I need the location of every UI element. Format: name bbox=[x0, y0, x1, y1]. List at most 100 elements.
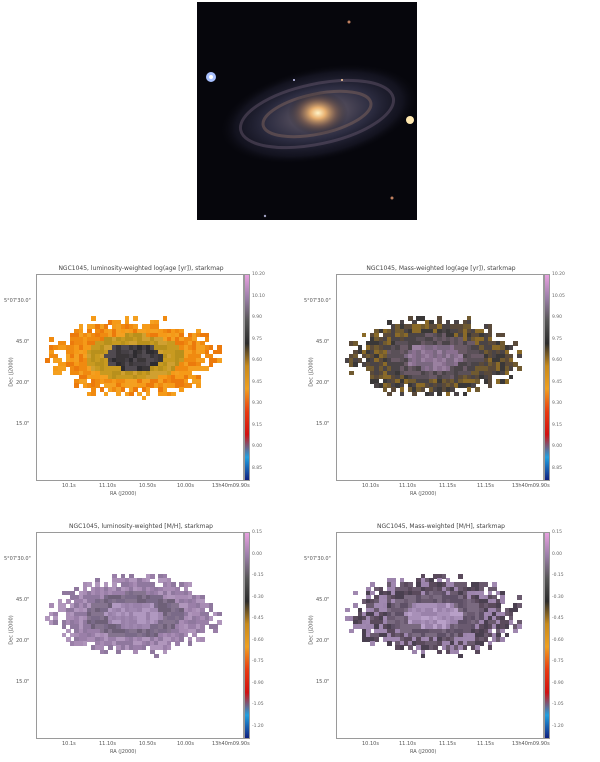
map-pixel bbox=[429, 383, 434, 388]
map-pixel bbox=[145, 337, 151, 342]
map-pixel bbox=[133, 370, 138, 376]
map-pixel bbox=[166, 595, 172, 600]
map-pixel bbox=[479, 637, 484, 642]
map-pixel bbox=[399, 358, 405, 363]
colorbar-tick: -0.90 bbox=[252, 680, 264, 686]
map-pixel bbox=[175, 637, 180, 642]
map-pixel bbox=[124, 641, 130, 646]
map-pixel bbox=[133, 582, 138, 587]
map-pixel bbox=[416, 324, 421, 329]
map-pixel bbox=[166, 582, 172, 587]
map-pixel bbox=[483, 345, 489, 350]
map-pixel bbox=[145, 637, 151, 642]
map-pixel bbox=[187, 582, 193, 587]
map-pixel bbox=[49, 337, 54, 342]
map-pixel bbox=[49, 620, 54, 625]
map-pixel bbox=[187, 362, 193, 367]
map-pixel bbox=[183, 632, 189, 638]
map-pixel bbox=[454, 603, 459, 608]
map-pixel bbox=[145, 332, 151, 338]
map-pixel bbox=[429, 616, 434, 621]
map-pixel bbox=[416, 620, 421, 625]
map-pixel bbox=[412, 387, 417, 392]
map-pixel bbox=[462, 320, 468, 325]
map-pixel bbox=[150, 370, 155, 376]
map-pixel bbox=[496, 603, 501, 608]
map-pixel bbox=[450, 649, 455, 655]
map-pixel bbox=[487, 353, 493, 359]
map-pixel bbox=[378, 345, 384, 350]
map-pixel bbox=[112, 370, 117, 376]
colorbar-tick: 9.15 bbox=[252, 422, 263, 428]
map-pixel bbox=[458, 607, 463, 613]
map-pixel bbox=[374, 603, 379, 608]
map-pixel bbox=[454, 624, 459, 629]
map-pixel bbox=[112, 366, 117, 371]
y-tick: 20.0" bbox=[16, 638, 30, 644]
map-pixel bbox=[441, 645, 447, 650]
map-pixel bbox=[120, 620, 126, 625]
map-pixel bbox=[458, 586, 463, 592]
map-pixel bbox=[162, 345, 168, 350]
map-pixel bbox=[95, 645, 100, 650]
map-pixel bbox=[91, 374, 96, 380]
map-pixel bbox=[450, 324, 455, 329]
map-pixel bbox=[399, 391, 405, 397]
map-pixel bbox=[391, 362, 396, 367]
map-pixel bbox=[433, 332, 438, 338]
map-pixel bbox=[382, 611, 388, 617]
map-pixel bbox=[466, 637, 472, 642]
colorbar-tick: -1.05 bbox=[552, 702, 564, 707]
map-pixel bbox=[382, 366, 388, 371]
map-pixel bbox=[441, 353, 447, 359]
map-panel-lw-age: NGC1045, luminosity-weighted log(age [yr… bbox=[0, 264, 300, 504]
map-pixel bbox=[399, 366, 405, 371]
map-pixel bbox=[141, 358, 147, 363]
map-pixel bbox=[95, 362, 100, 367]
map-pixel bbox=[462, 349, 468, 355]
map-pixel bbox=[116, 645, 121, 650]
map-pixel bbox=[53, 353, 58, 359]
map-pixel bbox=[150, 637, 155, 642]
map-pixel bbox=[192, 349, 197, 355]
map-pixel bbox=[374, 611, 379, 617]
map-pixel bbox=[103, 341, 109, 346]
map-pixel bbox=[429, 370, 434, 376]
map-pixel bbox=[154, 632, 159, 638]
map-pixel bbox=[479, 641, 484, 646]
map-pixel bbox=[179, 362, 184, 367]
map-pixel bbox=[175, 337, 180, 342]
map-pixel bbox=[99, 370, 105, 376]
map-pixel bbox=[133, 628, 138, 634]
map-pixel bbox=[154, 383, 159, 388]
map-pixel bbox=[462, 645, 468, 650]
map-pixel bbox=[78, 358, 84, 363]
map-pixel bbox=[483, 624, 489, 629]
map-pixel bbox=[124, 624, 130, 629]
map-pixel bbox=[171, 362, 176, 367]
map-pixel bbox=[158, 616, 163, 621]
map-pixel bbox=[408, 387, 413, 392]
map-pixel bbox=[441, 586, 447, 592]
map-pixel bbox=[187, 595, 193, 600]
map-pixel bbox=[95, 586, 100, 592]
map-pixel bbox=[179, 599, 184, 604]
map-pixel bbox=[504, 620, 510, 625]
map-pixel bbox=[112, 379, 117, 384]
map-pixel bbox=[133, 586, 138, 592]
map-pixel bbox=[475, 641, 480, 646]
map-pixel bbox=[112, 574, 117, 579]
map-pixel bbox=[45, 616, 50, 621]
map-pixel bbox=[78, 603, 84, 608]
map-pixel bbox=[87, 332, 92, 338]
map-pixel bbox=[171, 374, 176, 380]
map-pixel bbox=[129, 595, 134, 600]
map-pixel bbox=[412, 641, 417, 646]
map-pixel bbox=[82, 607, 88, 613]
map-pixel bbox=[158, 632, 163, 638]
map-pixel bbox=[91, 590, 96, 596]
map-pixel bbox=[108, 628, 113, 634]
map-pixel bbox=[378, 370, 384, 376]
map-pixel bbox=[91, 383, 96, 388]
map-pixel bbox=[150, 607, 155, 613]
